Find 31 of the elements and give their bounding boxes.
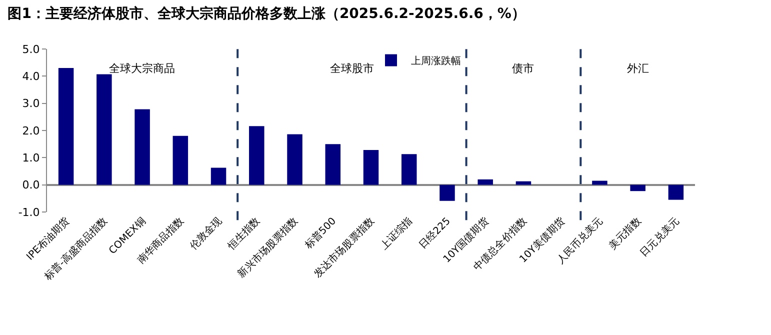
bar xyxy=(96,74,112,185)
bar xyxy=(668,184,684,200)
annotation: 债市 xyxy=(512,62,534,75)
bar xyxy=(440,184,455,201)
bar xyxy=(325,144,341,185)
bar xyxy=(363,150,379,185)
y-tick-label: 5.0 xyxy=(22,42,40,56)
bar xyxy=(58,68,74,185)
y-tick-label: 1.0 xyxy=(22,152,40,165)
annotation: 全球股市 xyxy=(330,62,374,75)
annotation: 外汇 xyxy=(627,62,649,75)
bar xyxy=(630,184,646,192)
bar xyxy=(134,109,150,185)
x-tick-label: 上证综指 xyxy=(378,215,415,252)
y-tick-label: 3.0 xyxy=(22,97,40,110)
bar xyxy=(478,179,493,185)
bar xyxy=(249,126,264,185)
y-tick-label: 0.0 xyxy=(22,178,40,192)
chart-title: 图1：主要经济体股市、全球大宗商品价格多数上涨（2025.6.2-2025.6.6，%） xyxy=(8,5,526,22)
bar xyxy=(516,181,532,185)
bar xyxy=(401,154,417,185)
y-tick-label: -1.0 xyxy=(18,206,40,219)
bar xyxy=(172,136,188,185)
y-tick-label: 4.0 xyxy=(22,70,40,84)
legend-label: 上周涨跌幅 xyxy=(411,55,461,68)
x-tick-label: 伦敦金现 xyxy=(187,215,224,252)
bar xyxy=(210,168,226,185)
annotation: 全球大宗商品 xyxy=(109,62,175,75)
y-tick-label: 2.0 xyxy=(22,124,40,138)
bar xyxy=(287,134,302,185)
bar xyxy=(592,180,608,185)
